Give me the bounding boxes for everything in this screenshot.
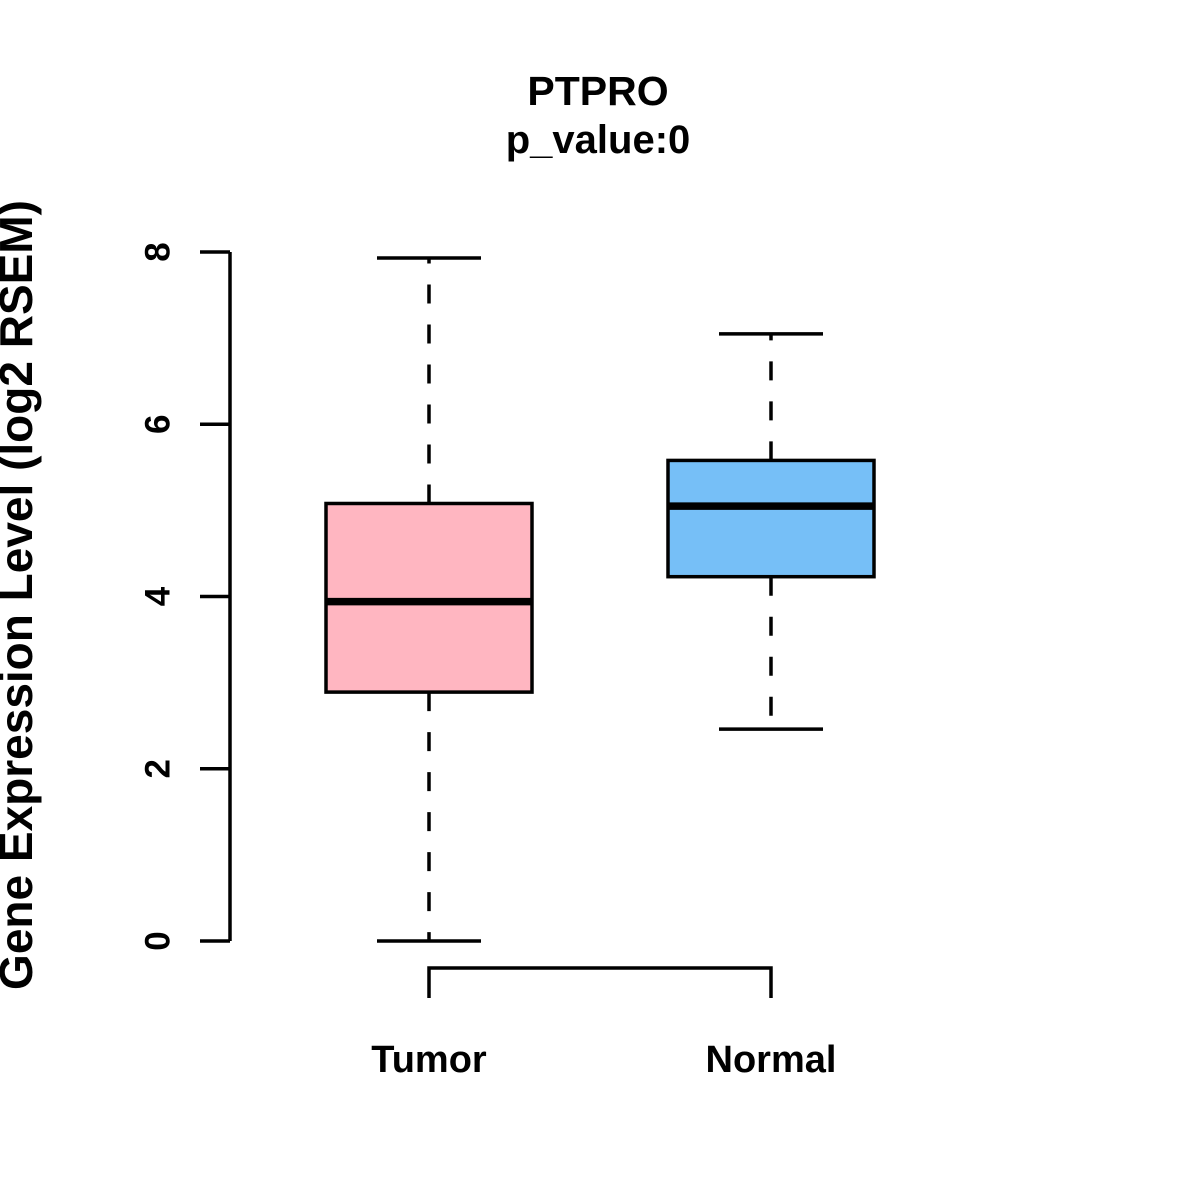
y-tick-label: 4	[139, 586, 178, 606]
x-tick-label-tumor: Tumor	[371, 1039, 487, 1081]
x-axis-labels: Tumor Normal	[371, 1039, 836, 1081]
chart-subtitle: p_value:0	[506, 118, 691, 162]
y-axis-label: Gene Expression Level (log2 RSEM)	[0, 200, 42, 990]
y-axis: 0 2 4 6 8	[139, 242, 232, 951]
box-group-normal	[666, 332, 876, 731]
chart-title: PTPRO	[527, 68, 668, 114]
boxes	[324, 256, 876, 943]
y-tick-label: 0	[139, 931, 178, 950]
y-tick-label: 2	[139, 759, 178, 778]
y-tick-label: 8	[139, 242, 178, 261]
box-group-tumor	[324, 256, 534, 943]
bracket-line	[427, 966, 773, 998]
iqr-box	[666, 458, 876, 579]
x-tick-label-normal: Normal	[706, 1039, 837, 1081]
iqr-box	[324, 501, 534, 694]
y-tick-label: 6	[139, 415, 178, 434]
comparison-bracket	[427, 966, 773, 998]
